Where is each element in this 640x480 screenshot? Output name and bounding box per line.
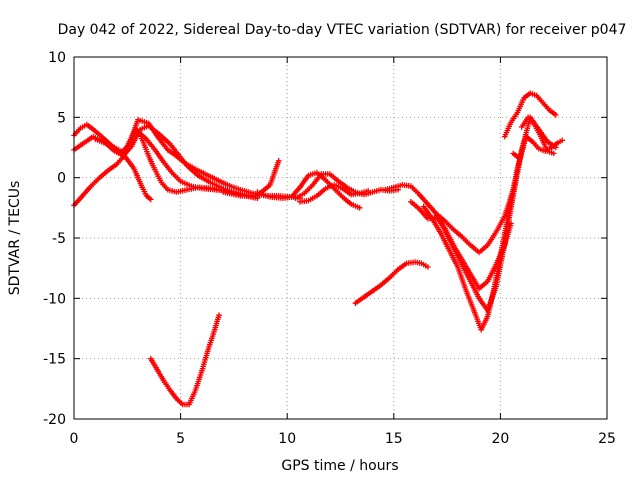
series-track-9 (292, 171, 401, 201)
x-tick-label: 0 (70, 431, 79, 447)
tick-labels: 0 5 10 15 20 25 -20 -15 -10 -5 0 5 10 (43, 50, 616, 447)
data-point-marker (559, 137, 565, 144)
series-track-11 (352, 259, 431, 306)
x-tick-label: 15 (385, 431, 403, 447)
y-tick-label: -10 (43, 291, 66, 307)
data-point-marker (275, 158, 282, 164)
series-track-16 (501, 90, 559, 140)
data-point-marker (553, 112, 559, 118)
series-track-17 (510, 133, 565, 162)
series-track-6 (148, 312, 222, 408)
y-tick-label: 5 (57, 110, 66, 126)
y-tick-label: 0 (57, 171, 66, 187)
x-tick-label: 10 (278, 431, 296, 447)
y-tick-label: -15 (43, 352, 66, 368)
data-point-marker (365, 188, 371, 194)
x-tick-label: 5 (176, 431, 185, 447)
data-point-marker (148, 196, 154, 203)
y-tick-label: -20 (43, 412, 66, 428)
y-axis-label: SDTVAR / TECUs (7, 181, 23, 296)
x-tick-label: 25 (598, 431, 616, 447)
series-trace (150, 315, 220, 406)
series-track-18 (518, 114, 557, 157)
y-tick-label: -5 (52, 231, 66, 247)
chart-title: Day 042 of 2022, Sidereal Day-to-day VTE… (58, 22, 627, 38)
series-track-10 (297, 182, 371, 205)
data-point-marker (216, 312, 222, 318)
axis-ticks (73, 56, 608, 420)
series-track-5 (92, 136, 154, 203)
series-track-15 (433, 114, 559, 314)
data-point-marker (425, 264, 431, 270)
x-axis-label: GPS time / hours (281, 458, 398, 474)
series-track-8 (254, 170, 363, 211)
plot-series (71, 90, 565, 408)
y-tick-label: 10 (48, 50, 66, 66)
series-track-14 (420, 133, 529, 333)
data-point-marker (356, 205, 363, 211)
data-point-marker (550, 150, 557, 157)
series-track-4 (71, 126, 261, 209)
x-tick-label: 20 (491, 431, 509, 447)
